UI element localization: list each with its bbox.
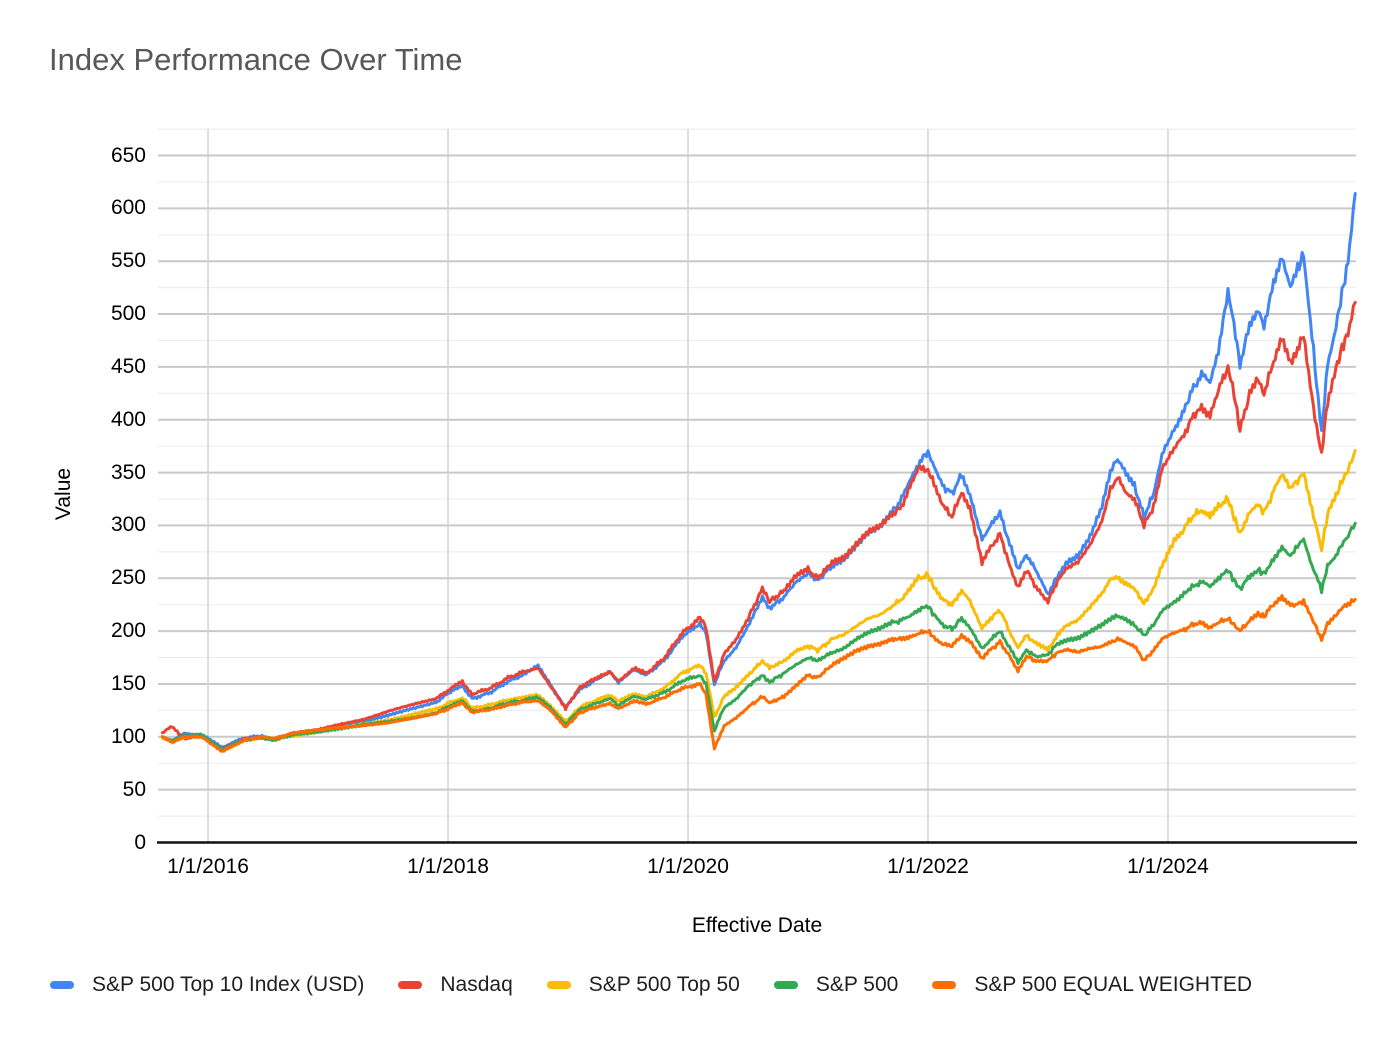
major-gridlines [158,154,1356,791]
y-tick-label: 100 [110,724,146,748]
legend-swatch [398,981,423,989]
series-line-nasdaq [160,300,1357,752]
y-tick-label: 250 [110,566,146,590]
series-line-s-p-500-equal-weighted [160,594,1357,753]
x-tick-label: 1/1/2016 [167,855,249,878]
y-tick-label: 50 [122,777,146,801]
legend-item: Nasdaq [398,973,513,997]
y-tick-label: 350 [110,460,146,484]
y-tick-label: 150 [110,671,146,695]
legend-item: S&P 500 Top 10 Index (USD) [50,973,364,997]
y-tick-label: 300 [110,513,146,537]
legend-swatch [546,981,571,989]
chart-title: Index Performance Over Time [49,42,463,77]
legend-swatch [773,981,798,989]
y-tick-label: 500 [110,302,146,326]
series-line-s-p-500 [160,521,1357,751]
legend-label: S&P 500 Top 50 [588,973,740,996]
legend-swatch [50,981,74,989]
legend-label: S&P 500 Top 10 Index (USD) [92,973,365,996]
legend-label: Nasdaq [440,973,513,996]
x-tick-label: 1/1/2024 [1127,855,1209,878]
y-tick-label: 550 [110,249,146,273]
x-tick-label: 1/1/2020 [647,855,729,878]
y-tick-label: 650 [110,143,146,167]
legend-swatch [932,981,957,989]
y-tick-label: 600 [110,196,146,220]
series-lines [160,192,1357,753]
legend-item: S&P 500 EQUAL WEIGHTED [932,973,1252,997]
minor-gridlines [158,128,1356,817]
legend: S&P 500 Top 10 Index (USD) Nasdaq S&P 500 … [50,969,1252,1001]
x-axis-title: Effective Date [691,914,823,937]
series-line-s-p-500-top-10-index-usd [160,192,1357,750]
x-tick-label: 1/1/2022 [887,855,969,878]
y-tick-label: 400 [110,407,146,431]
legend-label: S&P 500 EQUAL WEIGHTED [974,973,1253,996]
vertical-gridlines [207,129,1169,843]
y-tick-label: 0 [134,830,146,854]
legend-item: S&P 500 [773,973,899,997]
legend-label: S&P 500 [815,973,899,996]
x-tick-label: 1/1/2018 [407,855,489,878]
y-tick-label: 200 [110,619,146,643]
legend-item: S&P 500 Top 50 [546,973,740,997]
y-tick-label: 450 [110,354,146,378]
